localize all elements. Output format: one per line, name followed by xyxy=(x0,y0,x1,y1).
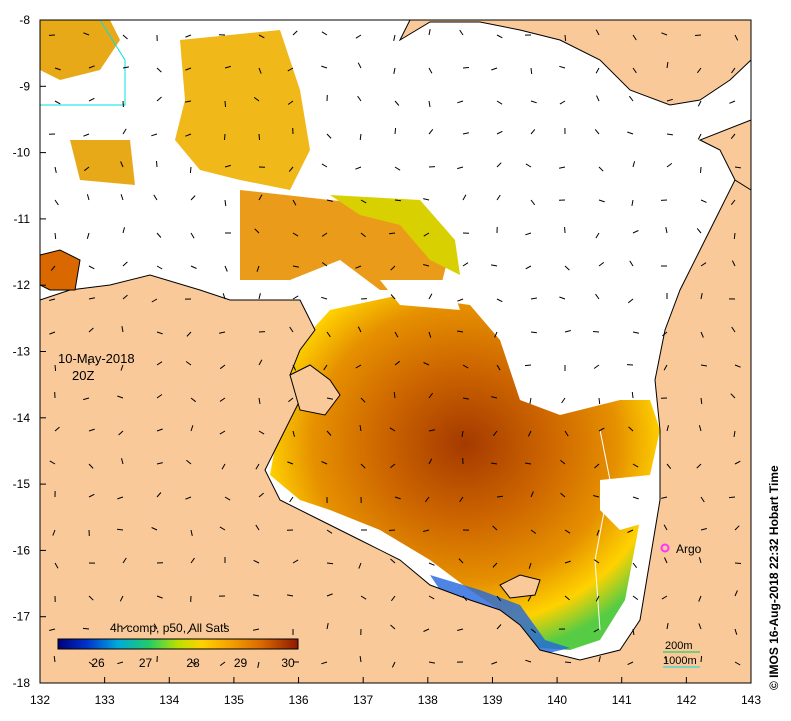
y-tick-label: -14 xyxy=(13,411,31,425)
y-tick-label: -9 xyxy=(19,79,30,93)
current-arrow xyxy=(463,68,469,69)
current-arrow xyxy=(395,128,396,134)
current-arrow xyxy=(525,365,531,366)
sst-west-patch xyxy=(70,140,135,185)
x-tick-label: 133 xyxy=(95,693,115,707)
argo-label: Argo xyxy=(676,542,702,556)
current-arrow xyxy=(695,35,701,36)
y-tick-label: -10 xyxy=(13,146,31,160)
x-tick-label: 139 xyxy=(482,693,502,707)
colorbar-tick-label: 27 xyxy=(139,656,153,670)
current-arrow xyxy=(327,563,333,564)
current-arrow xyxy=(599,398,600,404)
y-tick-label: -8 xyxy=(19,13,30,27)
x-tick-label: 135 xyxy=(224,693,244,707)
current-arrow xyxy=(225,134,226,140)
y-tick-label: -12 xyxy=(13,278,31,292)
current-arrow xyxy=(565,662,571,663)
colorbar-tick-label: 26 xyxy=(91,656,105,670)
x-tick-label: 142 xyxy=(676,693,696,707)
current-arrow xyxy=(729,497,735,498)
current-arrow xyxy=(734,233,735,239)
x-tick-label: 132 xyxy=(30,693,50,707)
y-tick-label: -17 xyxy=(13,610,31,624)
colorbar-title: 4h comp, p50, All Sats xyxy=(110,621,229,635)
x-tick-label: 136 xyxy=(289,693,309,707)
legend-200m-label: 200m xyxy=(665,640,693,652)
y-tick-label: -16 xyxy=(13,543,31,557)
x-tick-label: 140 xyxy=(547,693,567,707)
x-tick-label: 137 xyxy=(353,693,373,707)
current-arrow xyxy=(735,563,741,564)
colorbar-gradient xyxy=(58,639,298,649)
current-arrow xyxy=(632,392,633,398)
current-arrow xyxy=(83,628,89,629)
legend-1000m-label: 1000m xyxy=(663,655,697,667)
current-arrow xyxy=(157,161,158,167)
y-tick-label: -15 xyxy=(13,477,31,491)
current-arrow xyxy=(259,134,260,140)
x-tick-label: 134 xyxy=(159,693,179,707)
current-arrow xyxy=(55,233,56,239)
current-arrow xyxy=(701,167,702,173)
colorbar-tick-label: 30 xyxy=(281,656,295,670)
current-arrow xyxy=(593,332,599,333)
x-tick-label: 138 xyxy=(418,693,438,707)
date-label: 10-May-2018 xyxy=(58,351,135,366)
colorbar-tick-label: 29 xyxy=(234,656,248,670)
current-arrow xyxy=(190,167,191,173)
colorbar-tick-label: 28 xyxy=(186,656,200,670)
y-tick-label: -18 xyxy=(13,676,31,690)
y-tick-label: -11 xyxy=(14,212,31,226)
y-tick-label: -13 xyxy=(13,345,31,359)
current-arrow xyxy=(225,101,226,107)
current-arrow xyxy=(389,530,395,531)
current-arrow xyxy=(531,68,532,74)
time-label: 20Z xyxy=(72,368,94,383)
x-tick-label: 141 xyxy=(612,693,632,707)
current-arrow xyxy=(701,656,702,662)
x-tick-label: 143 xyxy=(741,693,761,707)
credit-label: © IMOS 16-Aug-2018 22:32 Hobart Time xyxy=(767,465,781,690)
current-arrow xyxy=(565,35,566,41)
current-arrow xyxy=(55,365,56,371)
